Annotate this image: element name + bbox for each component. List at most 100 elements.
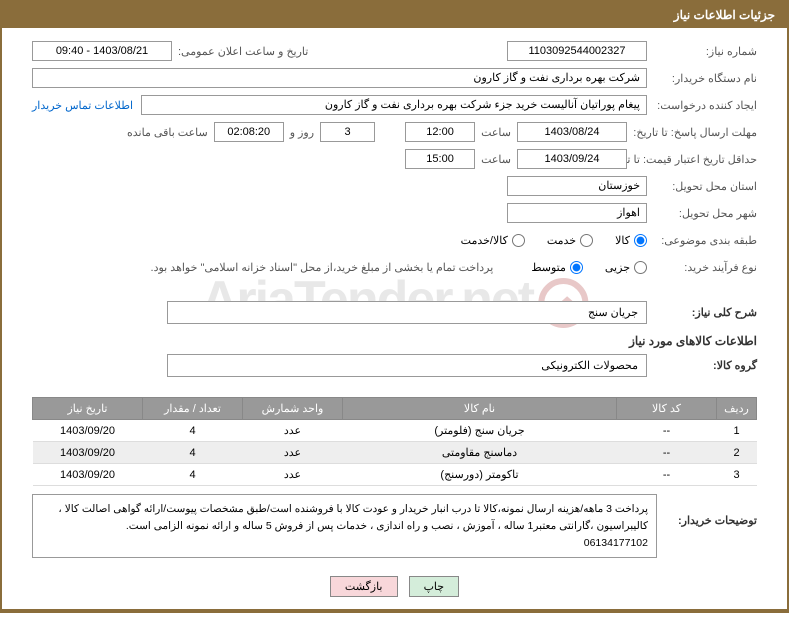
response-date: 1403/08/24 (517, 122, 627, 142)
contact-link[interactable]: اطلاعات تماس خریدار (32, 99, 141, 112)
radio-small-label: جزیی (605, 261, 630, 274)
radio-small[interactable]: جزیی (605, 261, 647, 274)
th-qty: تعداد / مقدار (143, 398, 243, 420)
remaining-label: ساعت باقی مانده (121, 126, 214, 139)
radio-service-input[interactable] (580, 234, 593, 247)
cell-code: -- (617, 464, 717, 486)
purchase-type-radio-group: جزیی متوسط (513, 261, 647, 274)
cell-code: -- (617, 442, 717, 464)
row-need-number: شماره نیاز: 1103092544002327 تاریخ و ساع… (32, 40, 757, 62)
cell-row: 3 (717, 464, 757, 486)
button-bar: چاپ بازگشت (2, 568, 787, 609)
radio-medium-input[interactable] (570, 261, 583, 274)
print-button[interactable]: چاپ (409, 576, 460, 597)
row-group: گروه کالا: محصولات الکترونیکی (32, 354, 757, 377)
row-response-deadline: مهلت ارسال پاسخ: تا تاریخ: 1403/08/24 سا… (32, 121, 757, 143)
cell-qty: 4 (143, 442, 243, 464)
radio-small-input[interactable] (634, 261, 647, 274)
cell-qty: 4 (143, 420, 243, 442)
panel-header: جزئیات اطلاعات نیاز (2, 2, 787, 28)
category-label: طبقه بندی موضوعی: (647, 234, 757, 247)
requester-value: پیغام پوراتیان آنالیست خرید جزء شرکت بهر… (141, 95, 647, 115)
row-category: طبقه بندی موضوعی: کالا خدمت کالا/خدمت (32, 229, 757, 251)
need-number-value: 1103092544002327 (507, 41, 647, 61)
table-header-row: ردیف کد کالا نام کالا واحد شمارش تعداد /… (33, 398, 757, 420)
payment-note: پرداخت تمام یا بخشی از مبلغ خرید،از محل … (151, 261, 514, 274)
announce-label: تاریخ و ساعت اعلان عمومی: (172, 45, 314, 58)
cell-row: 2 (717, 442, 757, 464)
remaining-time: 02:08:20 (214, 122, 284, 142)
th-row: ردیف (717, 398, 757, 420)
need-number-label: شماره نیاز: (647, 45, 757, 58)
response-time: 12:00 (405, 122, 475, 142)
cell-name: جریان سنج (فلومتر) (343, 420, 617, 442)
radio-medium-label: متوسط (531, 261, 566, 274)
time-label-2: ساعت (475, 153, 517, 166)
th-name: نام کالا (343, 398, 617, 420)
items-section-title: اطلاعات کالاهای مورد نیاز (32, 334, 757, 348)
city-label: شهر محل تحویل: (647, 207, 757, 220)
buyer-org-value: شرکت بهره برداری نفت و گاز کارون (32, 68, 647, 88)
radio-goods-service-input[interactable] (512, 234, 525, 247)
province-value: خوزستان (507, 176, 647, 196)
radio-goods-label: کالا (615, 234, 630, 247)
row-general-desc: شرح کلی نیاز: جریان سنج (32, 301, 757, 324)
row-province: استان محل تحویل: خوزستان (32, 175, 757, 197)
buyer-notes-phone: 06134177102 (584, 537, 648, 549)
radio-goods-input[interactable] (634, 234, 647, 247)
row-requester: ایجاد کننده درخواست: پیغام پوراتیان آنال… (32, 94, 757, 116)
back-button[interactable]: بازگشت (330, 576, 398, 597)
radio-service[interactable]: خدمت (547, 234, 593, 247)
group-label: گروه کالا: (647, 359, 757, 372)
purchase-type-label: نوع فرآیند خرید: (647, 261, 757, 274)
th-date: تاریخ نیاز (33, 398, 143, 420)
form-area: شماره نیاز: 1103092544002327 تاریخ و ساع… (2, 28, 787, 397)
cell-code: -- (617, 420, 717, 442)
days-value: 3 (320, 122, 375, 142)
days-and-label: روز و (284, 126, 320, 139)
items-table: ردیف کد کالا نام کالا واحد شمارش تعداد /… (32, 397, 757, 486)
row-price-validity: حداقل تاریخ اعتبار قیمت: تا تاریخ: 1403/… (32, 148, 757, 170)
cell-date: 1403/09/20 (33, 442, 143, 464)
radio-goods-service[interactable]: کالا/خدمت (461, 234, 525, 247)
cell-date: 1403/09/20 (33, 464, 143, 486)
radio-medium[interactable]: متوسط (531, 261, 583, 274)
th-unit: واحد شمارش (243, 398, 343, 420)
row-buyer-org: نام دستگاه خریدار: شرکت بهره برداری نفت … (32, 67, 757, 89)
time-label-1: ساعت (475, 126, 517, 139)
price-time: 15:00 (405, 149, 475, 169)
cell-name: تاکومتر (دورسنج) (343, 464, 617, 486)
cell-row: 1 (717, 420, 757, 442)
category-radio-group: کالا خدمت کالا/خدمت (443, 234, 647, 247)
cell-date: 1403/09/20 (33, 420, 143, 442)
price-date: 1403/09/24 (517, 149, 627, 169)
table-row: 1 -- جریان سنج (فلومتر) عدد 4 1403/09/20 (33, 420, 757, 442)
province-label: استان محل تحویل: (647, 180, 757, 193)
buyer-notes-label: توضیحات خریدار: (657, 494, 757, 527)
buyer-org-label: نام دستگاه خریدار: (647, 72, 757, 85)
cell-name: دماسنج مقاومتی (343, 442, 617, 464)
bottom-border (0, 611, 789, 613)
cell-unit: عدد (243, 420, 343, 442)
panel-title: جزئیات اطلاعات نیاز (674, 8, 775, 22)
price-validity-label: حداقل تاریخ اعتبار قیمت: تا تاریخ: (627, 153, 757, 166)
table-row: 2 -- دماسنج مقاومتی عدد 4 1403/09/20 (33, 442, 757, 464)
row-city: شهر محل تحویل: اهواز (32, 202, 757, 224)
radio-service-label: خدمت (547, 234, 576, 247)
radio-goods-service-label: کالا/خدمت (461, 234, 508, 247)
radio-goods[interactable]: کالا (615, 234, 647, 247)
cell-unit: عدد (243, 464, 343, 486)
cell-unit: عدد (243, 442, 343, 464)
requester-label: ایجاد کننده درخواست: (647, 99, 757, 112)
buyer-notes-box: پرداخت 3 ماهه/هزینه ارسال نمونه،کالا تا … (32, 494, 657, 558)
main-panel: جزئیات اطلاعات نیاز شماره نیاز: 11030925… (0, 0, 789, 611)
general-desc-label: شرح کلی نیاز: (647, 306, 757, 319)
response-deadline-label: مهلت ارسال پاسخ: تا تاریخ: (627, 126, 757, 139)
buyer-notes-row: توضیحات خریدار: پرداخت 3 ماهه/هزینه ارسا… (32, 494, 757, 558)
row-purchase-type: نوع فرآیند خرید: جزیی متوسط پرداخت تمام … (32, 256, 757, 278)
general-desc-value: جریان سنج (167, 301, 647, 324)
city-value: اهواز (507, 203, 647, 223)
items-table-container: ردیف کد کالا نام کالا واحد شمارش تعداد /… (32, 397, 757, 486)
announce-value: 1403/08/21 - 09:40 (32, 41, 172, 61)
cell-qty: 4 (143, 464, 243, 486)
